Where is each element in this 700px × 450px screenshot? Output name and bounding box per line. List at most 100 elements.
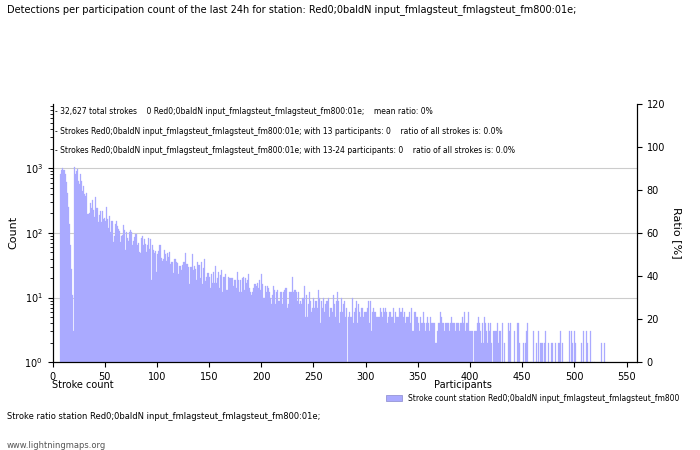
Bar: [179, 266, 181, 450]
Bar: [439, 323, 440, 450]
Bar: [273, 286, 274, 450]
Bar: [475, 331, 476, 450]
Bar: [310, 301, 311, 450]
Bar: [402, 317, 404, 450]
Bar: [496, 323, 498, 450]
Bar: [375, 317, 377, 450]
Bar: [199, 265, 200, 450]
Bar: [491, 343, 492, 450]
Bar: [68, 207, 69, 450]
Bar: [262, 297, 264, 450]
Bar: [148, 238, 149, 450]
Bar: [205, 281, 206, 450]
Bar: [461, 323, 462, 450]
Bar: [384, 312, 385, 450]
Bar: [115, 224, 116, 450]
Bar: [125, 250, 126, 450]
Bar: [351, 297, 353, 450]
Bar: [391, 317, 392, 450]
Bar: [582, 362, 583, 450]
Bar: [365, 312, 366, 450]
Bar: [555, 343, 556, 450]
Bar: [394, 323, 395, 450]
Bar: [198, 265, 199, 450]
Bar: [334, 304, 335, 450]
Bar: [203, 268, 204, 450]
Bar: [190, 267, 191, 450]
Bar: [139, 252, 140, 450]
Bar: [219, 288, 220, 450]
Bar: [343, 304, 344, 450]
Bar: [247, 279, 248, 450]
Bar: [509, 331, 510, 450]
Bar: [454, 323, 455, 450]
Bar: [276, 292, 277, 450]
Bar: [236, 288, 237, 450]
Bar: [187, 264, 188, 450]
Bar: [426, 323, 427, 450]
Bar: [482, 323, 483, 450]
Bar: [223, 277, 224, 450]
Bar: [293, 292, 294, 450]
Bar: [395, 312, 396, 450]
Bar: [526, 331, 527, 450]
Bar: [128, 241, 130, 450]
Bar: [332, 295, 334, 450]
Bar: [279, 292, 281, 450]
Bar: [272, 295, 273, 450]
Bar: [197, 262, 198, 450]
Bar: [73, 331, 74, 450]
Bar: [362, 308, 363, 450]
Bar: [484, 317, 485, 450]
Bar: [270, 297, 271, 450]
Bar: [81, 181, 82, 450]
Bar: [447, 323, 449, 450]
Bar: [238, 279, 239, 450]
Bar: [387, 323, 388, 450]
Bar: [354, 312, 355, 450]
Bar: [111, 221, 113, 450]
Bar: [168, 256, 169, 450]
Bar: [151, 279, 152, 450]
Bar: [486, 331, 487, 450]
Text: Participants: Participants: [434, 380, 492, 390]
Bar: [150, 239, 151, 450]
Bar: [383, 308, 384, 450]
Bar: [217, 278, 218, 450]
Bar: [230, 278, 232, 450]
Bar: [562, 343, 564, 450]
Bar: [193, 270, 194, 450]
Bar: [364, 312, 365, 450]
Bar: [194, 266, 195, 450]
Bar: [356, 301, 357, 450]
Bar: [171, 261, 172, 450]
Bar: [83, 186, 84, 450]
Bar: [551, 343, 552, 450]
Bar: [98, 222, 99, 450]
Bar: [258, 279, 260, 450]
Bar: [451, 317, 452, 450]
Bar: [411, 308, 412, 450]
Bar: [162, 259, 164, 450]
Bar: [113, 236, 115, 450]
Bar: [288, 304, 289, 450]
Bar: [335, 317, 336, 450]
Bar: [481, 343, 482, 450]
Bar: [533, 331, 534, 450]
Bar: [336, 301, 337, 450]
Bar: [504, 343, 505, 450]
Bar: [457, 323, 458, 450]
Bar: [260, 274, 262, 450]
Bar: [140, 253, 141, 450]
Bar: [75, 174, 76, 450]
Bar: [404, 312, 405, 450]
Bar: [269, 292, 270, 450]
Bar: [237, 272, 238, 450]
Bar: [548, 343, 549, 450]
Bar: [64, 175, 66, 450]
Bar: [423, 312, 424, 450]
Bar: [474, 331, 475, 450]
Bar: [429, 331, 430, 450]
Bar: [592, 362, 593, 450]
Bar: [242, 278, 243, 450]
